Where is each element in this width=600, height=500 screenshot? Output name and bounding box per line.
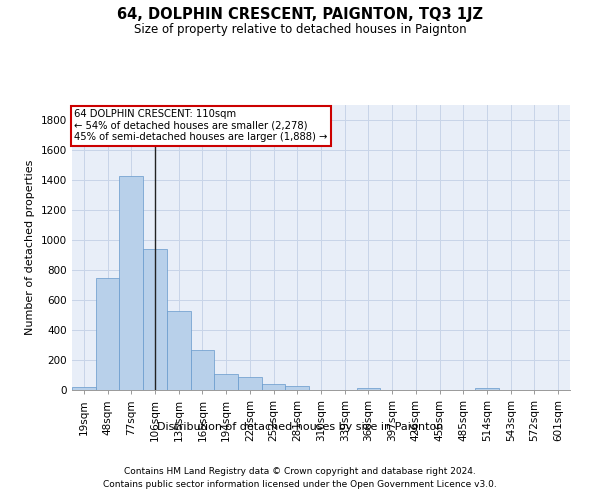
Bar bbox=[262, 384, 286, 390]
Bar bbox=[119, 176, 143, 390]
Text: Distribution of detached houses by size in Paignton: Distribution of detached houses by size … bbox=[157, 422, 443, 432]
Bar bbox=[167, 310, 191, 390]
Bar bbox=[72, 386, 96, 390]
Bar bbox=[475, 388, 499, 390]
Text: Contains public sector information licensed under the Open Government Licence v3: Contains public sector information licen… bbox=[103, 480, 497, 489]
Bar bbox=[143, 249, 167, 390]
Y-axis label: Number of detached properties: Number of detached properties bbox=[25, 160, 35, 335]
Text: 64 DOLPHIN CRESCENT: 110sqm
← 54% of detached houses are smaller (2,278)
45% of : 64 DOLPHIN CRESCENT: 110sqm ← 54% of det… bbox=[74, 110, 328, 142]
Text: Size of property relative to detached houses in Paignton: Size of property relative to detached ho… bbox=[134, 22, 466, 36]
Bar bbox=[356, 388, 380, 390]
Bar bbox=[96, 278, 119, 390]
Bar bbox=[238, 376, 262, 390]
Bar bbox=[214, 374, 238, 390]
Text: Contains HM Land Registry data © Crown copyright and database right 2024.: Contains HM Land Registry data © Crown c… bbox=[124, 468, 476, 476]
Bar bbox=[286, 386, 309, 390]
Bar bbox=[191, 350, 214, 390]
Text: 64, DOLPHIN CRESCENT, PAIGNTON, TQ3 1JZ: 64, DOLPHIN CRESCENT, PAIGNTON, TQ3 1JZ bbox=[117, 8, 483, 22]
